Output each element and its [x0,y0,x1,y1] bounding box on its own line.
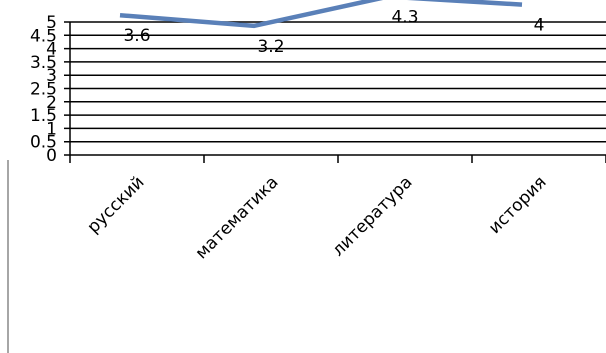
y-tick-label: 2.5 [30,80,57,100]
y-tick-label: 2 [46,93,57,113]
y-tick-label: 4.5 [30,26,57,46]
x-tick-label: русский [84,172,149,237]
data-label: 3.2 [257,37,284,57]
x-tick-label: литература [328,172,416,260]
data-label: 3.6 [123,26,150,46]
y-tick-label: 1.5 [30,106,57,126]
y-tick-label: 3.5 [30,53,57,73]
y-tick-label: 3 [46,66,57,86]
y-tick-label: 4 [46,40,57,60]
line-series [119,0,523,29]
y-tick-label: 0.5 [30,133,57,153]
data-label: 4.3 [391,8,418,28]
x-tick-label: математика [192,172,283,263]
y-tick-label: 1 [46,119,57,139]
plot-layer: 3.6 3.2 4.3 4 [119,0,545,57]
y-tick-label: 5 [46,13,57,33]
data-label: 4 [534,16,545,36]
y-tick-label: 0 [46,146,57,166]
x-tick-label: история [485,172,551,238]
